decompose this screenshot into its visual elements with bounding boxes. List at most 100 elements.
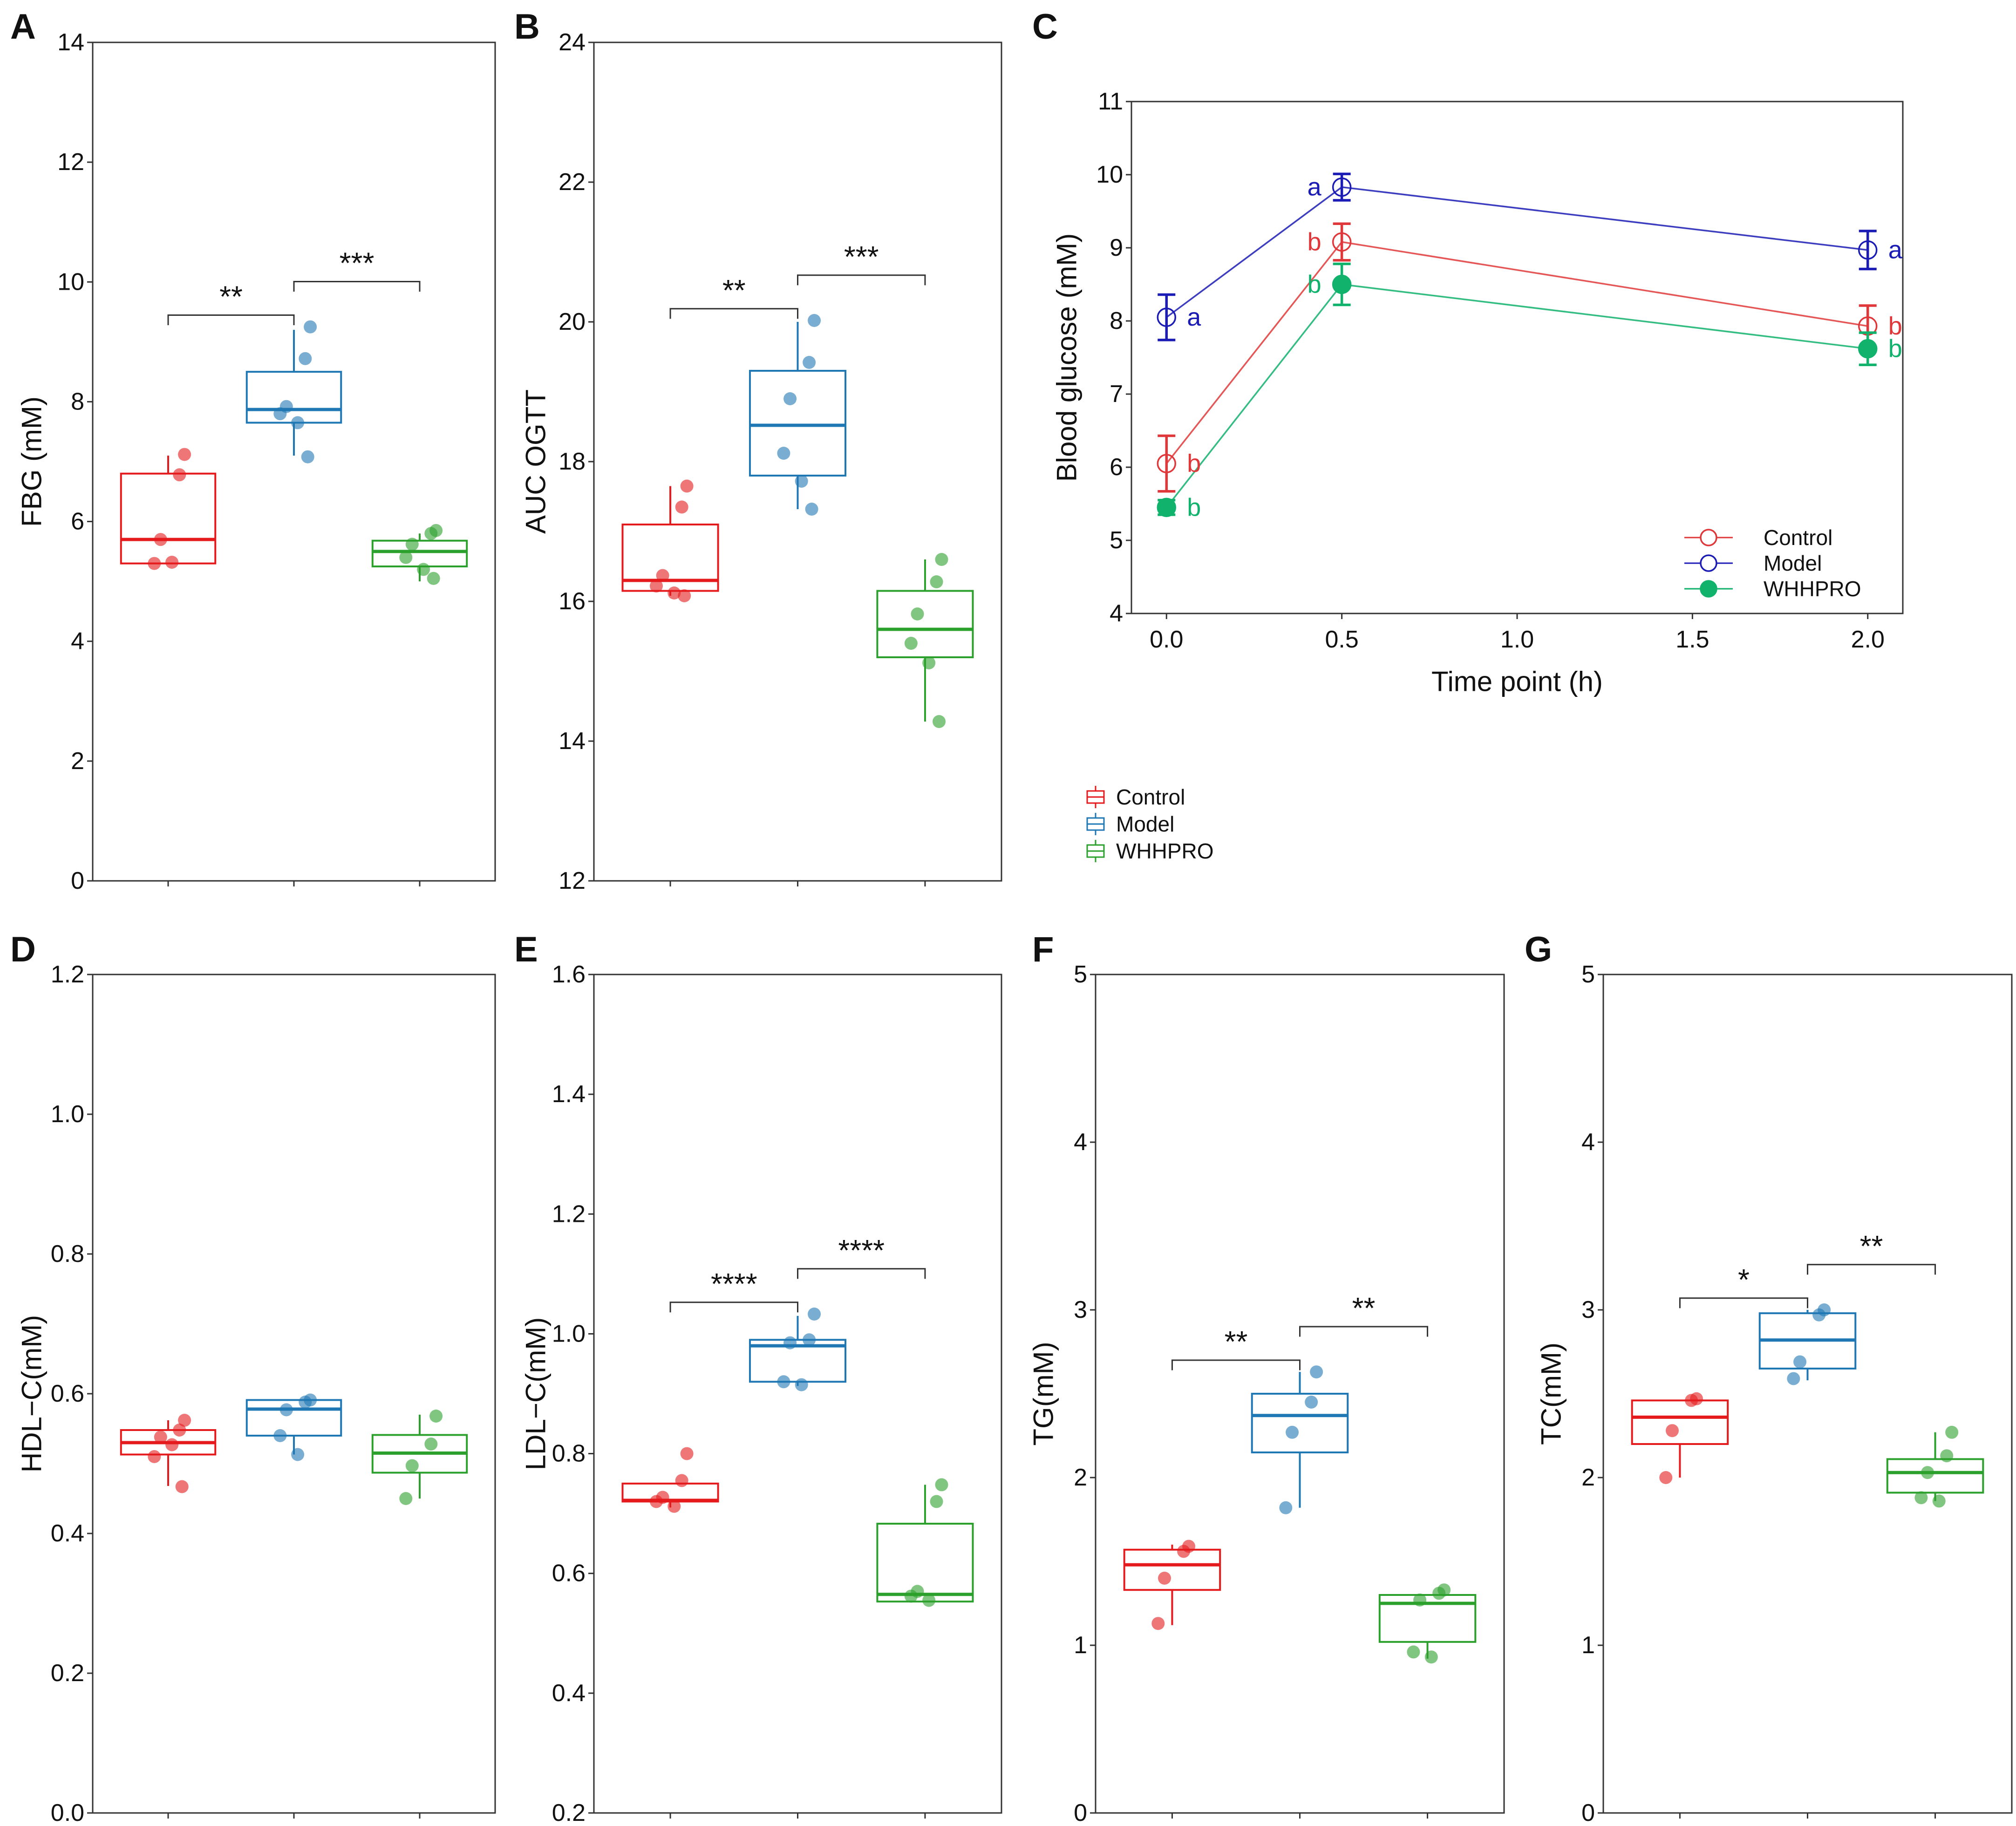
y-tick-label: 11 [1098,88,1123,115]
panel-E: E 0.2 0.4 0.6 0.8 1.0 1.2 1.4 1.6 LDL−C(mM) **** **… [514,930,1002,1826]
box [1886,1458,1984,1494]
y-tick-label: 0.4 [51,1520,84,1547]
y-tick-label: 18 [558,448,586,475]
significance-letter: b [1888,312,1902,340]
y-tick-label: 7 [1110,381,1123,408]
y-tick-label: 5 [1074,961,1087,988]
y-tick-label: 9 [1110,234,1123,261]
y-tick-label: 1 [1074,1632,1087,1659]
panel-letter: G [1525,930,1552,969]
legend-item: Control [1086,785,1185,809]
significance-label: *** [844,240,879,273]
data-point [1940,1449,1954,1463]
box-group-3 [876,1478,974,1819]
y-tick-label: 1.6 [552,961,586,988]
data-point [1177,1545,1191,1558]
data-point [1332,274,1352,294]
y-tick-label: 2 [1581,1464,1595,1491]
y-tick-label: 1.0 [552,1320,586,1347]
significance-label: *** [340,246,375,280]
y-tick-label: 0.0 [51,1799,84,1826]
data-point [1659,1471,1673,1484]
x-tick-label: 0.0 [1150,626,1183,653]
data-point [299,1396,312,1409]
data-point [178,448,191,461]
data-point [680,479,694,493]
legend-label: WHHPRO [1116,839,1214,863]
data-point [922,656,936,669]
data-point [922,1594,936,1607]
data-point [1932,1494,1946,1508]
y-tick-label: 22 [558,169,586,196]
y-tick-label: 12 [558,867,586,894]
panel-letter: D [10,930,36,969]
data-point [1332,232,1352,252]
data-point [154,533,167,546]
box-group-1 [120,1414,217,1819]
y-tick-label: 10 [1096,161,1123,188]
data-point [1424,1650,1438,1664]
data-point [273,1429,287,1442]
legend-marker [1700,529,1717,546]
significance-letter: b [1187,450,1201,477]
y-tick-label: 8 [1110,307,1123,334]
y-tick-label: 0.6 [552,1560,586,1587]
data-point [904,1589,918,1603]
y-tick-label: 0.2 [51,1660,84,1687]
y-tick-label: 16 [558,588,586,615]
data-point [427,572,440,585]
box [1378,1594,1477,1643]
y-tick-label: 20 [558,308,586,335]
data-point [1305,1396,1318,1409]
data-point [291,416,305,429]
y-tick-label: 1 [1581,1632,1595,1659]
data-point [1685,1394,1698,1407]
legend-label: Control [1116,785,1185,809]
data-point [680,1447,694,1460]
y-tick-label: 24 [558,29,586,56]
data-point [795,475,808,488]
box-group-1 [1123,1540,1221,1819]
data-point [304,320,317,334]
y-tick-label: 0 [1074,1799,1087,1826]
box-group-1 [1631,1392,1729,1819]
data-point [1858,339,1878,359]
y-tick-label: 0.2 [552,1799,586,1826]
y-tick-label: 0 [1581,1799,1595,1826]
legend-item: WHHPRO [1684,577,1861,601]
significance-label: ** [1352,1291,1376,1325]
data-point [1665,1424,1679,1438]
x-axis-title: Time point (h) [1431,666,1603,697]
data-point [1279,1501,1293,1514]
y-tick-label: 3 [1074,1296,1087,1323]
data-point [165,556,179,569]
y-axis-title: FBG (mM) [16,396,48,527]
data-point [175,1480,189,1493]
x-tick-label: 1.0 [1500,626,1534,653]
y-axis-title: HDL−C(mM) [16,1315,48,1472]
data-point [178,1414,191,1427]
data-point [656,569,669,582]
box-group-2 [749,314,847,886]
data-point [803,1333,816,1347]
data-point [805,503,818,516]
box-group-3 [371,1410,468,1819]
box-group-1 [621,479,719,886]
y-tick-label: 1.0 [51,1101,84,1128]
significance-letter: b [1308,271,1321,299]
significance-bracket [1171,1359,1301,1370]
box-group-3 [371,524,468,886]
significance-label: * [1738,1263,1750,1296]
box-group-3 [1378,1583,1477,1819]
significance-label: ** [1225,1325,1248,1358]
data-point [173,468,186,482]
legend-item: Model [1684,551,1822,575]
data-point [795,1378,808,1391]
data-point [783,1336,797,1349]
data-point [1858,240,1878,260]
x-tick-label: 0.5 [1325,626,1358,653]
data-point [1432,1587,1446,1600]
panel-letter: B [514,7,540,47]
data-point [667,1499,681,1513]
significance-label: **** [838,1233,885,1267]
